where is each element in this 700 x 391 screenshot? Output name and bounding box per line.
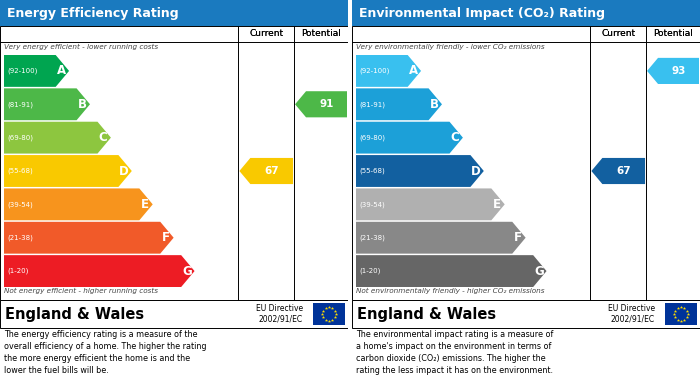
- Text: EU Directive
2002/91/EC: EU Directive 2002/91/EC: [256, 304, 303, 324]
- Text: Not energy efficient - higher running costs: Not energy efficient - higher running co…: [4, 288, 158, 294]
- Text: Potential: Potential: [653, 29, 693, 38]
- Text: (21-38): (21-38): [359, 235, 385, 241]
- Bar: [352, 26, 700, 300]
- Text: (81-91): (81-91): [7, 101, 33, 108]
- Text: G: G: [534, 265, 544, 278]
- Bar: [352, 300, 700, 328]
- Text: (39-54): (39-54): [7, 201, 33, 208]
- Polygon shape: [4, 55, 69, 87]
- Polygon shape: [295, 91, 347, 117]
- Text: England & Wales: England & Wales: [357, 307, 496, 321]
- Text: 67: 67: [617, 166, 631, 176]
- Text: Environmental Impact (CO₂) Rating: Environmental Impact (CO₂) Rating: [359, 7, 605, 20]
- Text: Current: Current: [249, 29, 284, 38]
- Bar: [665, 303, 697, 325]
- Text: EU Directive
2002/91/EC: EU Directive 2002/91/EC: [608, 304, 655, 324]
- Text: Not environmentally friendly - higher CO₂ emissions: Not environmentally friendly - higher CO…: [356, 288, 545, 294]
- Bar: [0, 26, 348, 300]
- Text: D: D: [471, 165, 481, 178]
- Text: F: F: [162, 231, 170, 244]
- Polygon shape: [4, 188, 153, 220]
- Text: (21-38): (21-38): [7, 235, 33, 241]
- Text: Potential: Potential: [301, 29, 341, 38]
- Text: Potential: Potential: [301, 29, 341, 38]
- Text: The energy efficiency rating is a measure of the
overall efficiency of a home. T: The energy efficiency rating is a measur…: [4, 330, 206, 375]
- Text: E: E: [141, 198, 149, 211]
- Text: (1-20): (1-20): [359, 268, 380, 274]
- Text: (69-80): (69-80): [359, 135, 385, 141]
- Polygon shape: [356, 222, 526, 254]
- Text: 67: 67: [265, 166, 279, 176]
- Polygon shape: [4, 88, 90, 120]
- Polygon shape: [592, 158, 645, 184]
- Polygon shape: [4, 255, 195, 287]
- Text: Current: Current: [601, 29, 636, 38]
- Bar: [0, 0, 348, 26]
- Text: D: D: [119, 165, 129, 178]
- Text: Potential: Potential: [653, 29, 693, 38]
- Polygon shape: [356, 155, 484, 187]
- Text: England & Wales: England & Wales: [5, 307, 144, 321]
- Polygon shape: [4, 122, 111, 154]
- Text: (55-68): (55-68): [7, 168, 33, 174]
- Polygon shape: [4, 222, 174, 254]
- Text: (92-100): (92-100): [7, 68, 37, 74]
- Text: A: A: [409, 65, 418, 77]
- Text: A: A: [57, 65, 66, 77]
- Text: Energy Efficiency Rating: Energy Efficiency Rating: [7, 7, 178, 20]
- Bar: [0, 300, 348, 328]
- Text: The environmental impact rating is a measure of
a home's impact on the environme: The environmental impact rating is a mea…: [356, 330, 554, 375]
- Bar: [348, 0, 352, 391]
- Text: B: B: [78, 98, 87, 111]
- Text: 93: 93: [671, 66, 686, 76]
- Text: C: C: [451, 131, 460, 144]
- Text: G: G: [182, 265, 192, 278]
- Polygon shape: [4, 155, 132, 187]
- Text: (69-80): (69-80): [7, 135, 33, 141]
- Polygon shape: [356, 122, 463, 154]
- Text: (1-20): (1-20): [7, 268, 29, 274]
- Text: B: B: [430, 98, 439, 111]
- Polygon shape: [356, 188, 505, 220]
- Text: 91: 91: [319, 99, 334, 109]
- Bar: [352, 0, 700, 26]
- Text: (39-54): (39-54): [359, 201, 385, 208]
- Text: Very energy efficient - lower running costs: Very energy efficient - lower running co…: [4, 44, 158, 50]
- Text: (81-91): (81-91): [359, 101, 385, 108]
- Text: Current: Current: [249, 29, 284, 38]
- Polygon shape: [356, 255, 547, 287]
- Text: Very environmentally friendly - lower CO₂ emissions: Very environmentally friendly - lower CO…: [356, 44, 545, 50]
- Text: F: F: [514, 231, 522, 244]
- Bar: [313, 303, 345, 325]
- Text: E: E: [493, 198, 501, 211]
- Polygon shape: [647, 58, 699, 84]
- Text: (55-68): (55-68): [359, 168, 385, 174]
- Text: Current: Current: [601, 29, 636, 38]
- Polygon shape: [356, 88, 442, 120]
- Text: (92-100): (92-100): [359, 68, 389, 74]
- Text: C: C: [99, 131, 108, 144]
- Polygon shape: [356, 55, 421, 87]
- Polygon shape: [239, 158, 293, 184]
